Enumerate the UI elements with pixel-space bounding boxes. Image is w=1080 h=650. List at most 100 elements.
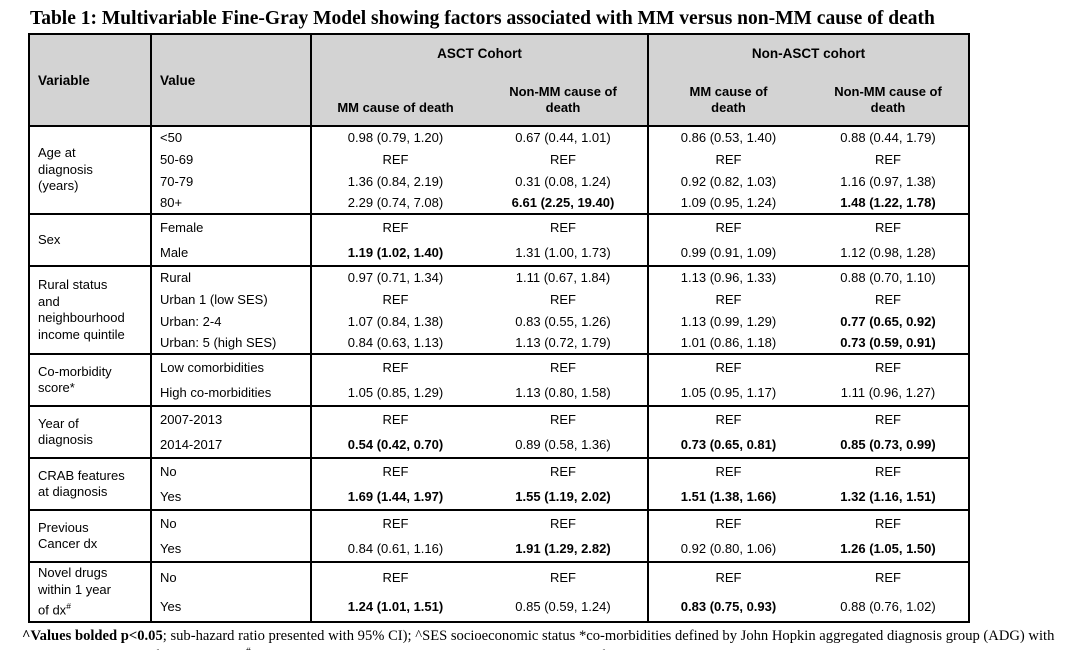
estimate-cell: REF [647, 406, 808, 432]
estimate-cell: REF [647, 354, 808, 380]
value-cell: No [150, 562, 311, 592]
estimate-cell: 0.88 (0.44, 1.79) [840, 130, 936, 145]
row-group-age: Age at diagnosis (years) <50 0.98 (0.79,… [29, 126, 970, 214]
value-cell: <50 [150, 126, 311, 148]
variable-label: Year of diagnosis [38, 415, 93, 448]
variable-cell: CRAB features at diagnosis [29, 458, 151, 510]
estimate-cell: 1.26 (1.05, 1.50) [840, 541, 936, 556]
estimate-cell: REF [310, 288, 479, 310]
value-cell: Urban: 2-4 [150, 310, 311, 332]
estimate-cell: REF [550, 569, 576, 585]
estimate-cell: 1.36 (0.84, 2.19) [310, 170, 479, 192]
estimate-cell: REF [310, 406, 479, 432]
estimate-cell: 1.13 (0.96, 1.33) [647, 266, 808, 288]
variable-label: Age at diagnosis (years) [38, 145, 93, 194]
footnote-text-continued: Lenalidomide, thalidomide or bortezomib … [251, 648, 664, 650]
subheader-nonasct-non-mm: Non-MM cause of death [808, 67, 970, 126]
header-variable: Variable [29, 34, 151, 126]
value-cell: 70-79 [150, 170, 311, 192]
estimate-cell: 0.31 (0.08, 1.24) [515, 173, 611, 189]
variable-cell: Novel drugs within 1 year of dx# [29, 562, 151, 622]
estimate-cell: 0.54 (0.42, 0.70) [310, 432, 479, 458]
value-cell: Yes [150, 484, 311, 510]
estimate-cell: 1.31 (1.00, 1.73) [515, 245, 611, 260]
value-cell: No [150, 458, 311, 484]
estimate-cell: REF [310, 214, 479, 240]
table-row: Urban 1 (low SES) REF REF REF REF [29, 288, 969, 310]
row-group-year-of-diagnosis: Year of diagnosis 2007-2013 REF REF REF … [29, 406, 970, 458]
variable-label: Sex [38, 231, 61, 247]
estimate-cell: REF [875, 516, 901, 531]
estimate-cell: 0.83 (0.75, 0.93) [647, 591, 808, 622]
row-group-crab-features: CRAB features at diagnosis No REF REF RE… [29, 458, 970, 510]
value-cell: Low comorbidities [150, 354, 311, 380]
table-row: Age at diagnosis (years) <50 0.98 (0.79,… [29, 126, 969, 193]
estimate-cell: 1.13 (0.72, 1.79) [515, 335, 611, 350]
estimate-cell: REF [875, 464, 901, 479]
estimate-cell: 0.77 (0.65, 0.92) [840, 313, 936, 329]
table-footnote: ^Values bolded p<0.05; sub-hazard ratio … [22, 628, 1068, 650]
value-cell: Yes [150, 591, 311, 622]
table-row: Yes 0.84 (0.61, 1.16) 1.91 (1.29, 2.82) … [29, 536, 969, 562]
variable-cell: Previous Cancer dx [29, 510, 151, 562]
estimate-cell: 0.84 (0.61, 1.16) [310, 536, 479, 562]
table-row: Male 1.19 (1.02, 1.40) 1.31 (1.00, 1.73)… [29, 240, 969, 266]
estimate-cell: REF [310, 354, 479, 380]
variable-label: Novel drugs within 1 year of dx [38, 565, 111, 618]
estimate-cell: 0.92 (0.80, 1.06) [647, 536, 808, 562]
estimate-cell: 1.05 (0.85, 1.29) [310, 380, 479, 406]
value-cell: High co-morbidities [150, 380, 311, 406]
estimate-cell: 0.83 (0.55, 1.26) [515, 313, 611, 329]
table-row: Yes 1.69 (1.44, 1.97) 1.55 (1.19, 2.02) … [29, 484, 969, 510]
header-row-subcolumns: MM cause of death Non-MM cause of death … [29, 67, 970, 126]
estimate-cell: 0.84 (0.63, 1.13) [310, 332, 479, 354]
estimate-cell: 1.48 (1.22, 1.78) [840, 195, 936, 210]
subheader-asct-mm: MM cause of death [310, 67, 479, 126]
value-cell: 2007-2013 [150, 406, 311, 432]
estimate-cell: 0.97 (0.71, 1.34) [310, 266, 479, 288]
estimate-cell: 1.91 (1.29, 2.82) [515, 541, 611, 556]
estimate-cell: REF [550, 516, 576, 531]
table-row: Urban: 2-4 1.07 (0.84, 1.38) 0.83 (0.55,… [29, 310, 969, 332]
estimate-cell: 1.11 (0.67, 1.84) [515, 270, 611, 285]
estimate-cell: REF [310, 510, 479, 536]
row-group-novel-drugs: Novel drugs within 1 year of dx# No REF … [29, 562, 970, 622]
row-group-rural-status: Rural status and neighbourhood income qu… [29, 266, 970, 354]
value-cell: Urban 1 (low SES) [150, 288, 311, 310]
variable-label: Rural status and neighbourhood income qu… [38, 277, 125, 342]
estimate-cell: 1.01 (0.86, 1.18) [647, 332, 808, 354]
estimate-cell: REF [310, 562, 479, 592]
estimate-cell: 1.13 (0.99, 1.29) [647, 310, 808, 332]
table-row: Yes 1.24 (1.01, 1.51) 0.85 (0.59, 1.24) … [29, 591, 969, 622]
subheader-asct-non-mm: Non-MM cause of death [479, 67, 648, 126]
footnote-superscript: # [246, 647, 251, 650]
estimate-cell: 0.85 (0.59, 1.24) [515, 598, 611, 614]
table-row: Novel drugs within 1 year of dx# No REF … [29, 562, 969, 617]
estimate-cell: 0.88 (0.76, 1.02) [840, 598, 936, 614]
estimate-cell: 0.85 (0.73, 0.99) [840, 437, 936, 452]
estimate-cell: 1.19 (1.02, 1.40) [310, 240, 479, 266]
estimate-cell: 1.16 (0.97, 1.38) [840, 173, 936, 189]
estimate-cell: REF [647, 148, 808, 170]
estimate-cell: 1.13 (0.80, 1.58) [515, 385, 611, 400]
header-group-asct: ASCT Cohort [310, 34, 648, 67]
table-row: Co-morbidity score* Low comorbidities RE… [29, 354, 969, 395]
table-header: Variable Value ASCT Cohort Non-ASCT coho… [29, 34, 970, 126]
estimate-cell: 0.98 (0.79, 1.20) [310, 126, 479, 148]
estimate-cell: 0.88 (0.70, 1.10) [840, 270, 936, 285]
table-row: Rural status and neighbourhood income qu… [29, 266, 969, 342]
estimate-cell: REF [875, 291, 901, 307]
value-cell: Yes [150, 536, 311, 562]
estimate-cell: REF [647, 510, 808, 536]
value-cell: No [150, 510, 311, 536]
value-cell: 80+ [150, 192, 311, 214]
variable-cell: Year of diagnosis [29, 406, 151, 458]
estimate-cell: 6.61 (2.25, 19.40) [511, 195, 615, 210]
estimate-cell: REF [550, 412, 576, 427]
estimate-cell: 1.09 (0.95, 1.24) [647, 192, 808, 214]
estimate-cell: 1.55 (1.19, 2.02) [515, 489, 611, 504]
estimate-cell: 1.24 (1.01, 1.51) [310, 591, 479, 622]
estimate-cell: REF [647, 458, 808, 484]
table-row: 50-69 REF REF REF REF [29, 148, 969, 170]
estimate-cell: 1.05 (0.95, 1.17) [647, 380, 808, 406]
